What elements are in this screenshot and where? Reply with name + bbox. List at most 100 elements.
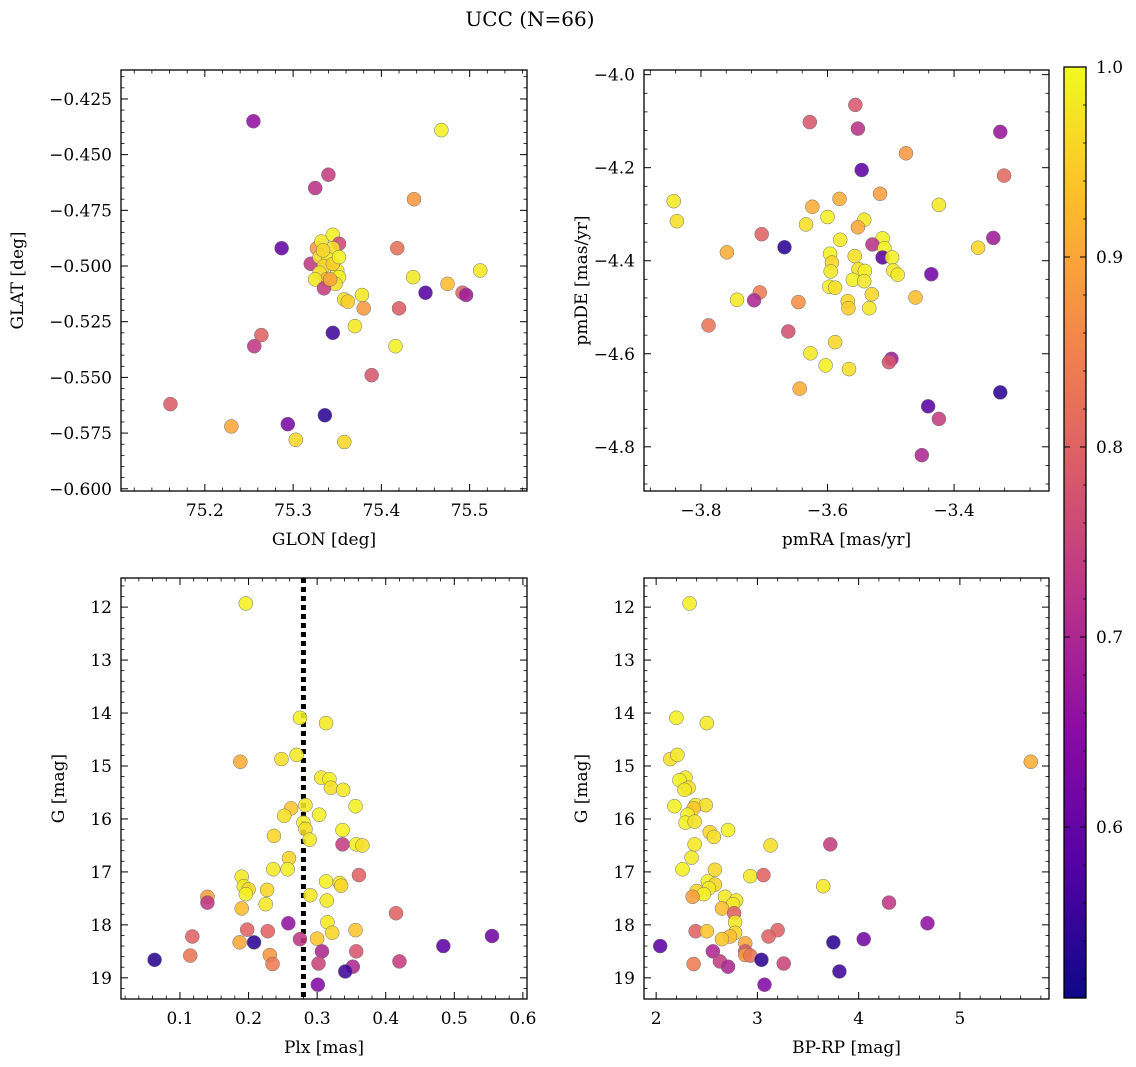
scatter-point <box>791 294 806 310</box>
scatter-point <box>763 838 778 853</box>
scatter-point <box>687 814 702 829</box>
scatter-point <box>232 935 247 950</box>
scatter-point <box>335 837 350 852</box>
y-tick-label: −0.600 <box>49 480 112 500</box>
scatter-point <box>335 822 350 838</box>
scatter-point <box>687 837 702 852</box>
scatter-point <box>677 782 692 798</box>
scatter-point <box>405 269 421 285</box>
scatter-point <box>827 334 843 350</box>
y-tick-label: 18 <box>613 916 635 936</box>
scatter-point <box>307 180 323 196</box>
scatter-point <box>246 935 262 950</box>
scatter-point <box>185 929 200 944</box>
scatter-point <box>388 338 403 354</box>
scatter-points <box>652 596 1039 992</box>
scatter-point <box>823 837 838 852</box>
y-tick-label: 15 <box>90 757 112 777</box>
scatter-point <box>325 325 341 341</box>
axes-frame <box>643 69 1050 492</box>
scatter-point <box>720 959 736 974</box>
scatter-point <box>993 124 1008 140</box>
scatter-point <box>319 893 334 908</box>
scatter-point <box>310 977 326 992</box>
scatter-point <box>675 862 690 877</box>
x-tick-label: 3 <box>752 1009 763 1029</box>
scatter-point <box>872 186 888 201</box>
scatter-point <box>777 239 792 255</box>
scatter-point <box>706 829 722 845</box>
scatter-point <box>920 916 935 931</box>
scatter-point <box>714 901 730 916</box>
scatter-point <box>434 122 449 138</box>
scatter-point <box>670 747 685 763</box>
scatter-point <box>314 944 330 959</box>
scatter-point <box>364 367 379 383</box>
colorbar-tick-label: 0.6 <box>1096 818 1123 838</box>
scatter-point <box>311 956 326 971</box>
scatter-point <box>729 292 745 308</box>
scatter-point <box>666 193 681 209</box>
scatter-point <box>652 938 668 954</box>
scatter-point <box>355 838 370 853</box>
scatter-point <box>246 113 261 129</box>
scatter-point <box>898 146 914 161</box>
scatter-point <box>761 929 776 944</box>
x-tick-label: 75.5 <box>451 501 489 521</box>
x-tick-label: 5 <box>954 1009 965 1029</box>
scatter-point <box>274 751 289 767</box>
y-tick-label: −4.0 <box>594 66 635 86</box>
x-tick-label: −3.4 <box>933 501 974 521</box>
x-tick-label: 0.4 <box>372 1009 399 1029</box>
scatter-point <box>707 862 723 878</box>
x-axis-label: BP-RP [mag] <box>792 1038 901 1058</box>
scatter-point <box>685 889 700 905</box>
scatter-point <box>705 944 721 959</box>
scatter-point <box>348 944 364 959</box>
y-axis-label: GLAT [deg] <box>8 231 28 329</box>
y-tick-label: 17 <box>613 863 635 883</box>
scatter-point <box>686 956 701 972</box>
scatter-point <box>322 272 338 287</box>
scatter-point <box>309 931 325 946</box>
scatter-point <box>908 290 923 305</box>
scatter-point <box>986 230 1001 246</box>
scatter-point <box>781 324 796 339</box>
x-tick-label: 0.5 <box>441 1009 468 1029</box>
scatter-point <box>351 867 367 883</box>
scatter-point <box>699 715 715 731</box>
x-tick-label: 75.4 <box>362 501 400 521</box>
scatter-point <box>854 162 869 178</box>
scatter-point <box>802 114 818 130</box>
y-tick-label: 14 <box>613 704 635 724</box>
panel-bottom-left: 0.1 0.2 0.3 0.4 0.5 0.6 12 13 14 15 16 17 18 19 Plx [m… <box>49 577 536 1058</box>
y-tick-label: −0.425 <box>49 90 112 110</box>
scatter-point <box>321 167 336 182</box>
scatter-point <box>698 797 714 813</box>
scatter-point <box>354 287 370 303</box>
scatter-point <box>669 213 685 229</box>
figure-title: UCC (N=66) <box>465 7 594 31</box>
scatter-point <box>280 416 296 432</box>
x-tick-label: 0.2 <box>235 1009 262 1029</box>
scatter-point <box>669 710 684 726</box>
scatter-point <box>884 250 900 265</box>
x-tick-label: 75.2 <box>186 501 224 521</box>
x-tick-label: 0.3 <box>304 1009 331 1029</box>
scatter-point <box>147 952 162 968</box>
y-axis-label: G [mag] <box>49 754 69 823</box>
y-axis-label: pmDE [mas/yr] <box>572 215 592 345</box>
scatter-point <box>841 300 856 316</box>
y-tick-label: −4.2 <box>594 159 635 179</box>
scatter-point <box>281 916 296 931</box>
scatter-point <box>238 596 254 611</box>
scatter-point <box>258 896 273 912</box>
scatter-points <box>666 97 1012 463</box>
scatter-point <box>224 419 239 434</box>
scatter-point <box>265 956 280 972</box>
scatter-point <box>754 952 769 968</box>
scatter-point <box>931 411 947 427</box>
scatter-point <box>890 267 906 282</box>
axes-frame <box>643 577 1050 1000</box>
scatter-point <box>340 294 356 309</box>
